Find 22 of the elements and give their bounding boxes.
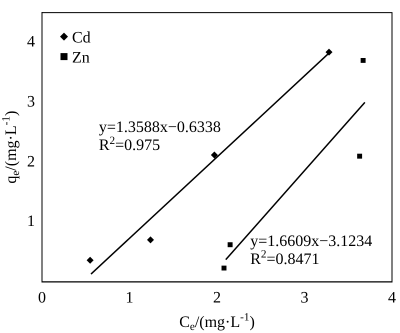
y-tick-label: 3: [27, 94, 35, 111]
x-tick-label: 3: [300, 290, 308, 307]
point: [86, 256, 94, 264]
x-tick-label: 0: [38, 290, 46, 307]
x-tick-label: 1: [126, 290, 134, 307]
point: [357, 154, 362, 159]
point: [228, 242, 233, 248]
point: [326, 48, 332, 56]
point: [360, 58, 366, 63]
legend-label: Cd: [72, 30, 91, 47]
point: [210, 151, 218, 158]
y-tick-label: 1: [27, 213, 35, 230]
x-tick-label: 4: [388, 290, 396, 307]
x-tick-label: 2: [213, 290, 221, 307]
legend-label: Zn: [72, 50, 90, 67]
point: [147, 236, 154, 244]
point: [222, 266, 226, 271]
annotation: y=1.3588x−0.6338: [98, 119, 221, 136]
y-axis-title: qe/(mg·L-1): [0, 110, 22, 184]
y-tick-label: 4: [27, 34, 35, 51]
y-tick-label: 2: [27, 153, 35, 170]
annotation: y=1.6609x−3.1234: [250, 232, 372, 250]
